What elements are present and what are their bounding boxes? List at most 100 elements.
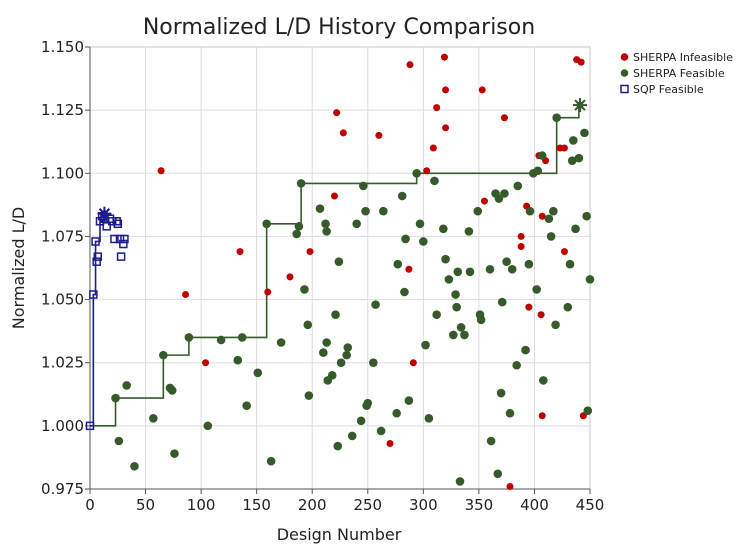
data-point [112,217,121,226]
data-point [423,167,431,175]
x-tick-label: 150 [242,496,271,514]
data-point [330,192,338,200]
y-axis-ticks: 0.975 1.000 1.025 1.050 1.075 1.100 1.125 1.150 [41,38,91,498]
data-point [480,197,488,205]
data-point [304,391,314,400]
data-point [321,219,330,229]
data-point [266,456,276,466]
data-point [478,86,486,94]
data-point [296,179,306,188]
x-tick-label: 350 [465,496,494,514]
data-point [91,237,100,246]
data-point [233,355,243,365]
data-point [502,257,511,266]
data-point [500,189,509,198]
data-point [347,431,357,441]
data-point [452,302,461,312]
data-point [441,254,450,264]
data-point [359,181,368,191]
data-point [216,335,226,345]
x-tick-label: 50 [136,496,155,514]
legend: SHERPA Infeasible SHERPA Feasible SQP Feas… [620,51,733,96]
x-tick-label: 450 [576,496,605,514]
data-point [525,303,533,311]
data-point [494,194,504,203]
data-point [122,381,131,390]
data-point [432,310,441,320]
data-point [577,58,585,66]
data-point [449,330,458,340]
x-tick-label: 0 [85,496,95,514]
data-point [236,248,244,256]
data-point [157,167,165,175]
data-point [149,413,158,423]
data-point [429,144,437,152]
data-point [113,219,123,229]
data-point [114,436,124,446]
best-star-center [576,101,584,109]
data-point [85,421,95,431]
data-point [97,211,107,221]
y-axis-label: Normalized L/D [9,207,28,329]
data-point [546,232,556,241]
data-point [327,371,337,380]
y-tick-label: 1.075 [41,227,84,245]
data-point [551,320,560,330]
legend-marker [620,53,629,61]
data-point [493,469,503,479]
data-point [116,252,126,261]
data-point [111,393,120,403]
data-point [512,360,521,370]
data-point [406,61,414,69]
data-point [415,219,425,229]
data-point [300,285,309,294]
data-point [505,408,515,418]
data-point [397,191,407,201]
data-point [552,113,561,123]
data-point [404,396,414,405]
y-tick-label: 0.975 [41,480,84,498]
data-point [453,267,463,277]
data-point [303,320,313,330]
x-axis-label: Design Number [277,525,402,544]
chart-title: Normalized L/D History Comparison [143,15,535,40]
data-point [507,264,517,274]
data-point [424,413,434,423]
data-point [539,376,548,385]
data-point [322,227,331,236]
data-point [574,153,584,163]
data-point [569,136,578,145]
data-point [544,214,554,224]
data-point [517,243,525,251]
data-point [465,267,475,277]
data-point [513,181,523,191]
data-point [582,211,591,221]
data-point [401,234,410,244]
data-point [371,300,380,309]
data-point [159,350,168,360]
y-tick-label: 1.050 [41,291,84,309]
data-point [486,436,496,446]
data-point [237,333,247,342]
data-point [167,386,177,395]
data-point [524,259,534,269]
data-point [455,477,465,486]
data-point [286,273,294,281]
data-point [334,257,344,266]
data-point [292,229,301,239]
data-point [92,257,101,266]
data-point [409,359,417,367]
legend-marker [620,69,629,77]
data-point [583,406,593,416]
data-point [120,234,129,244]
data-point [549,206,558,216]
data-point [532,285,541,294]
data-point [343,343,353,352]
data-point [565,259,575,269]
data-point [537,311,545,319]
data-point [315,204,325,213]
data-point [585,275,595,284]
data-point [262,219,271,229]
data-point [363,398,373,408]
